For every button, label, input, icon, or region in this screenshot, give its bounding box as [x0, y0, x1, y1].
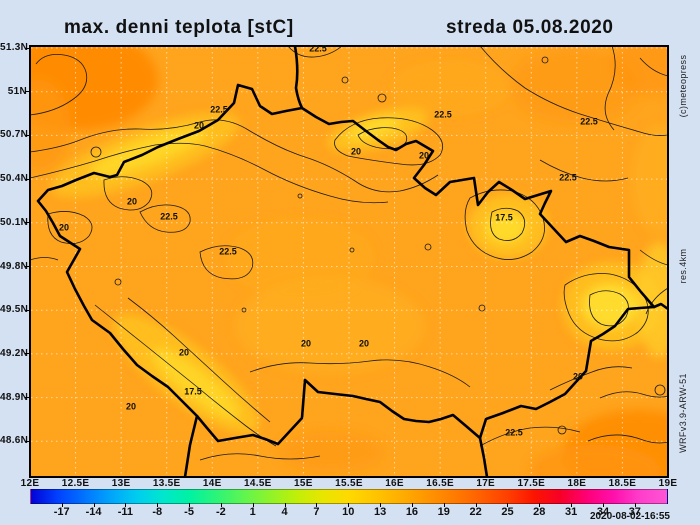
lat-tick	[25, 47, 30, 49]
temperature-colorbar	[30, 489, 668, 504]
colorbar-tick	[284, 503, 286, 507]
lon-label: 18.5E	[608, 478, 637, 489]
colorbar-tick	[602, 503, 604, 507]
colorbar-tick	[220, 503, 222, 507]
lon-label: 14.5E	[244, 478, 272, 489]
colorbar-tick	[125, 503, 127, 507]
lon-label: 14E	[202, 478, 222, 489]
colorbar-tick	[475, 503, 477, 507]
colorbar-label: 31	[565, 506, 578, 518]
lat-tick	[25, 178, 30, 180]
map-date: streda 05.08.2020	[446, 17, 614, 38]
lon-label: 13.5E	[152, 478, 181, 489]
czech-republic-border	[36, 83, 656, 446]
colorbar-label: -8	[152, 506, 163, 518]
colorbar-tick	[61, 503, 63, 507]
lat-label: 50.4N	[0, 173, 29, 185]
lon-label: 12.5E	[61, 478, 90, 489]
lon-label: 19E	[658, 478, 678, 489]
colorbar-tick	[316, 503, 318, 507]
colorbar-label: 25	[501, 506, 514, 518]
model-version-label: WRFv3.9-ARW-51	[678, 373, 688, 453]
colorbar-label: 1	[249, 506, 256, 518]
map-frame	[29, 45, 669, 478]
lat-label: 50.1N	[0, 216, 29, 228]
colorbar-tick	[189, 503, 191, 507]
colorbar-tick	[571, 503, 573, 507]
colorbar-label: 28	[533, 506, 546, 518]
colorbar-label: 22	[469, 506, 482, 518]
country-borders	[36, 46, 668, 477]
map-title: max. denni teplota [stC]	[64, 17, 294, 38]
copyright-label: (c)meteopress	[678, 54, 688, 118]
neighbor-border-southwest	[183, 414, 199, 477]
lat-tick	[25, 309, 30, 311]
lat-tick	[25, 440, 30, 442]
lat-tick	[25, 91, 30, 93]
generation-timestamp: 2020-08-02-16:55	[589, 511, 670, 522]
colorbar-label: 37	[628, 506, 641, 518]
colorbar-tick	[348, 503, 350, 507]
lat-tick	[25, 266, 30, 267]
colorbar-tick	[443, 503, 445, 507]
colorbar-label: 13	[373, 506, 387, 518]
lat-label: 51N	[7, 85, 27, 97]
colorbar-label: -11	[117, 506, 134, 518]
neighbor-border-southeast	[478, 436, 489, 477]
colorbar-label: 34	[596, 506, 610, 518]
colorbar-label: -2	[216, 506, 226, 518]
lat-label: 48.6N	[0, 435, 29, 447]
colorbar-tick	[93, 503, 95, 507]
colorbar-tick	[507, 503, 509, 507]
colorbar-tick	[252, 503, 254, 507]
colorbar-label: -17	[53, 506, 70, 518]
colorbar-label: 19	[437, 506, 450, 518]
lon-label: 15.5E	[335, 478, 363, 489]
colorbar-label: 4	[281, 506, 288, 518]
lon-label: 13E	[111, 478, 131, 489]
colorbar-tick	[539, 503, 541, 507]
neighbor-border-east	[652, 302, 668, 311]
lat-label: 50.7N	[0, 129, 29, 141]
colorbar-tick	[157, 503, 159, 507]
lat-tick	[25, 134, 30, 136]
lat-tick	[25, 397, 30, 399]
lon-label: 16.5E	[426, 478, 454, 489]
lat-label: 49.8N	[0, 260, 29, 272]
lat-tick	[25, 222, 30, 224]
lon-label: 15E	[294, 478, 313, 489]
colorbar-label: -5	[184, 506, 194, 518]
temperature-contours	[30, 46, 668, 461]
lon-label: 18E	[567, 478, 587, 489]
colorbar-tick	[380, 503, 382, 507]
lat-label: 49.2N	[0, 347, 29, 359]
lat-label: 51.3N	[0, 42, 29, 53]
lon-label: 17E	[476, 478, 496, 489]
colorbar-label: 10	[342, 506, 355, 518]
lat-tick	[25, 353, 30, 355]
colorbar-label: -14	[85, 506, 102, 518]
lat-label: 49.5N	[0, 304, 29, 316]
colorbar-label: 7	[313, 506, 320, 518]
colorbar-tick	[634, 503, 636, 507]
resolution-label: res.4km	[678, 248, 688, 284]
colorbar-tick	[411, 503, 413, 507]
colorbar-label: 16	[405, 506, 419, 518]
lon-label: 12E	[20, 478, 40, 489]
lat-label: 48.9N	[0, 391, 29, 403]
neighbor-border-north	[293, 46, 304, 110]
lon-label: 16E	[385, 478, 404, 489]
lon-label: 17.5E	[517, 478, 546, 489]
